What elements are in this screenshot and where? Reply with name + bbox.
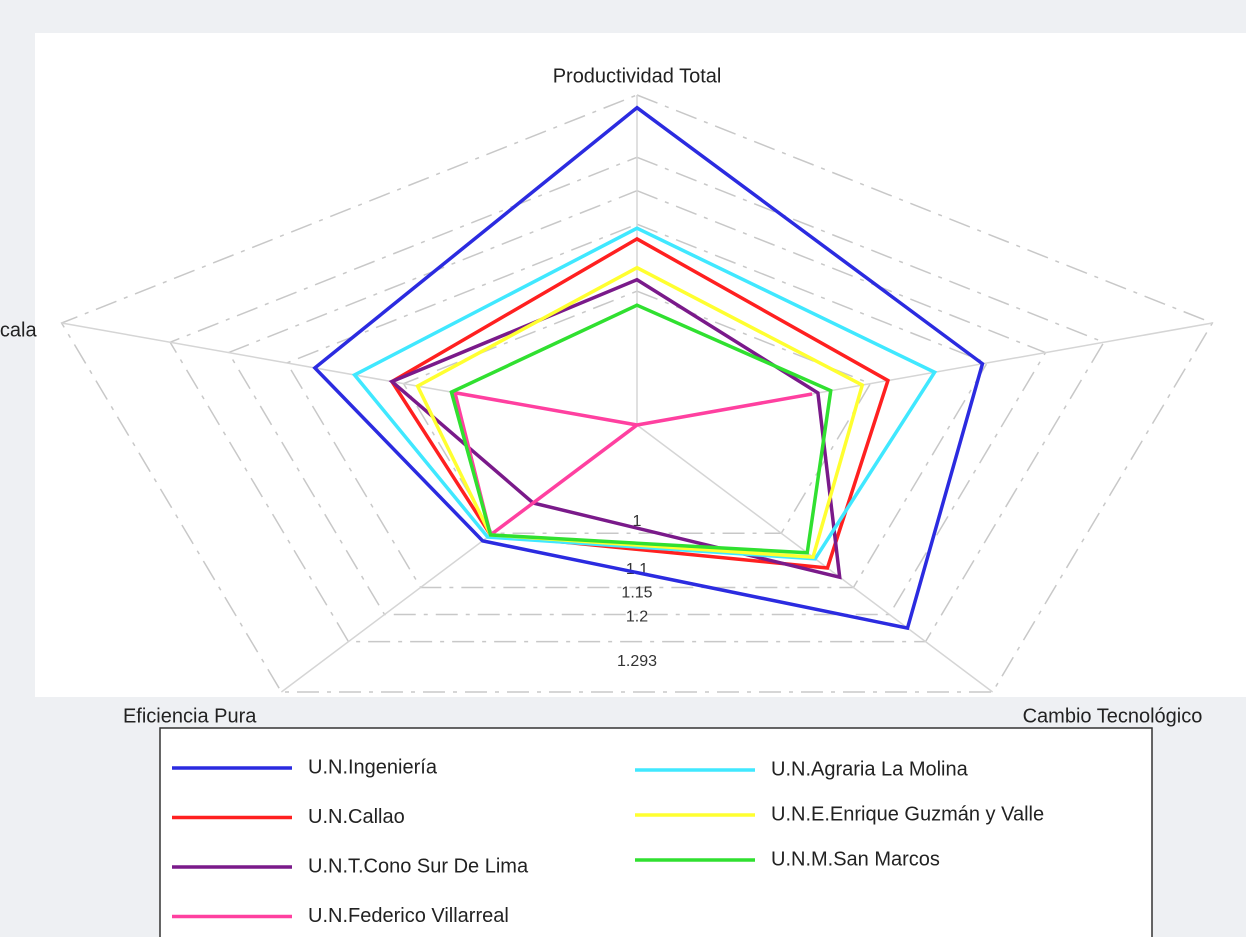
axis-label: Eficiencia Pura [123, 705, 257, 727]
series-line [452, 390, 813, 538]
series-line [415, 265, 865, 559]
series-line [312, 105, 985, 631]
grid-ring [169, 156, 1105, 643]
legend-label: U.N.E.Enrique Guzmán y Valle [771, 803, 1044, 825]
series-line [351, 226, 938, 561]
legend-label: U.N.T.Cono Sur De Lima [308, 855, 529, 877]
series-line [389, 236, 891, 570]
legend-label: U.N.Callao [308, 806, 405, 828]
legend-box [159, 727, 1153, 937]
plot-panel [35, 33, 1246, 697]
axis-label: Productividad Total [553, 65, 722, 87]
axis-label: Eficiencia de Escala [0, 319, 37, 341]
r-tick-label: 1 [633, 513, 642, 530]
legend-label: U.N.Ingeniería [308, 756, 438, 778]
r-tick-label: 1.293 [617, 653, 657, 670]
series-line [449, 303, 833, 555]
series-line [388, 277, 842, 580]
grid-ring [285, 223, 989, 589]
legend-label: U.N.Federico Villarreal [308, 905, 509, 927]
r-tick-label: 1.15 [621, 585, 652, 602]
grid-ring [227, 189, 1047, 616]
r-tick-label: 1.2 [626, 609, 648, 626]
legend-label: U.N.Agraria La Molina [771, 758, 969, 780]
grid-ring [402, 290, 872, 535]
grid-ring [60, 94, 1214, 693]
axis-label: Cambio Tecnológico [1023, 705, 1203, 727]
legend-label: U.N.M.San Marcos [771, 848, 940, 870]
